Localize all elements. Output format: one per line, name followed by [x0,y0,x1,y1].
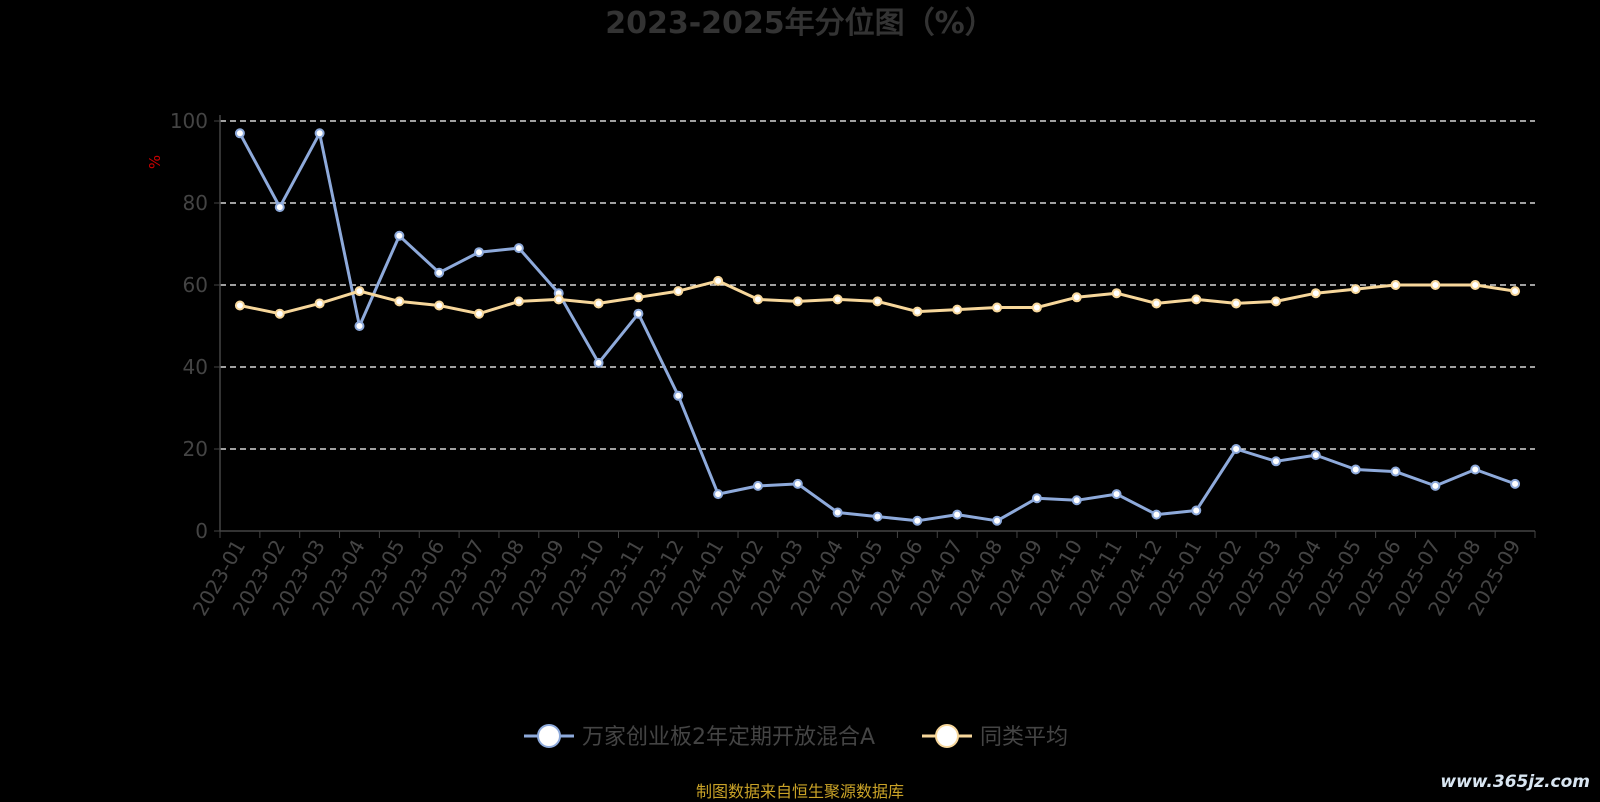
data-point[interactable] [1350,284,1361,295]
data-point[interactable] [434,267,445,278]
data-point[interactable] [513,296,524,307]
data-point[interactable] [752,480,763,491]
data-point[interactable] [1470,280,1481,290]
data-point[interactable] [1310,450,1321,461]
data-point[interactable] [1470,464,1481,475]
data-point[interactable] [1151,509,1162,520]
axes: 0204060801002023-012023-022023-032023-04… [170,109,1536,620]
legend[interactable]: 万家创业板2年定期开放混合A 同类平均 [524,724,1068,750]
data-point[interactable] [593,357,604,368]
series-1 [234,128,1521,526]
data-point[interactable] [1031,493,1042,504]
data-point[interactable] [633,292,644,303]
legend-label: 万家创业板2年定期开放混合A [582,725,875,750]
series-lines [234,128,1521,526]
data-point[interactable] [872,296,883,307]
data-point[interactable] [792,478,803,489]
data-point[interactable] [314,128,325,139]
data-point[interactable] [1430,480,1441,491]
gridlines [220,120,1535,450]
data-point[interactable] [1151,298,1162,309]
data-point[interactable] [633,308,644,319]
data-point[interactable] [234,300,245,311]
data-point[interactable] [394,230,405,241]
y-tick-label: 60 [183,273,208,297]
y-tick-label: 0 [195,519,208,543]
data-point[interactable] [1231,298,1242,309]
series-2 [234,275,1521,319]
data-point[interactable] [1191,505,1202,516]
data-point[interactable] [1031,302,1042,313]
data-point[interactable] [234,128,245,139]
data-point[interactable] [1231,444,1242,454]
data-point[interactable] [912,306,923,317]
data-point[interactable] [912,515,923,526]
data-point[interactable] [1111,489,1122,500]
legend-marker [935,724,959,748]
y-tick-label: 40 [183,355,208,379]
data-point[interactable] [274,308,285,319]
y-tick-label: 20 [183,437,208,461]
data-point[interactable] [952,509,963,520]
data-point[interactable] [434,300,445,311]
data-point[interactable] [1430,280,1441,290]
legend-label: 同类平均 [980,725,1068,750]
data-point[interactable] [1510,286,1521,297]
data-point[interactable] [1270,296,1281,307]
y-tick-label: 80 [183,191,208,215]
data-point[interactable] [713,275,724,286]
data-point[interactable] [1191,294,1202,305]
data-point[interactable] [553,294,564,305]
data-point[interactable] [474,247,485,258]
data-point[interactable] [394,296,405,307]
data-point[interactable] [1071,292,1082,303]
data-point[interactable] [1111,288,1122,299]
data-point[interactable] [1510,478,1521,489]
data-point[interactable] [673,390,684,401]
data-point[interactable] [752,294,763,305]
legend-marker [537,724,561,748]
data-point[interactable] [354,286,365,297]
data-point[interactable] [1390,280,1401,290]
data-source-note: 制图数据来自恒生聚源数据库 [695,782,904,801]
data-point[interactable] [274,202,285,213]
data-point[interactable] [1071,495,1082,506]
chart-title: 2023-2025年分位图（%） [605,6,995,41]
data-point[interactable] [872,511,883,522]
watermark-logo: www.365jz.com [1440,772,1590,792]
data-point[interactable] [314,298,325,309]
data-point[interactable] [474,308,485,319]
data-point[interactable] [673,286,684,297]
data-point[interactable] [713,489,724,500]
data-point[interactable] [952,304,963,315]
data-point[interactable] [354,321,365,331]
y-axis-label: % [146,155,164,169]
series-line [238,131,1516,523]
data-point[interactable] [992,515,1003,526]
legend-item-1[interactable]: 万家创业板2年定期开放混合A [524,724,875,750]
y-tick-label: 100 [170,109,208,133]
data-point[interactable] [832,294,843,305]
data-point[interactable] [513,243,524,254]
data-point[interactable] [992,302,1003,313]
data-point[interactable] [832,507,843,518]
data-point[interactable] [1270,456,1281,467]
data-point[interactable] [1350,464,1361,475]
data-point[interactable] [1310,288,1321,299]
data-point[interactable] [792,296,803,307]
legend-item-2[interactable]: 同类平均 [922,724,1068,750]
data-point[interactable] [1390,466,1401,477]
data-point[interactable] [593,298,604,309]
